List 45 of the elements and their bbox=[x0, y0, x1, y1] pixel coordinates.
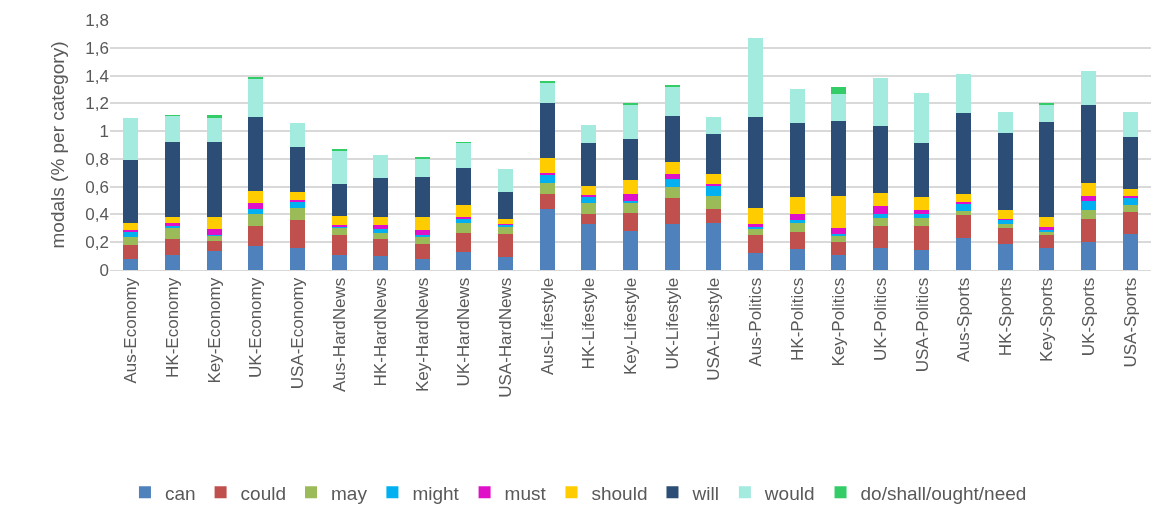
x-tick-label: HK-Economy bbox=[162, 277, 182, 378]
y-tick-label: 1,2 bbox=[85, 94, 109, 114]
y-tick-label: 0,6 bbox=[85, 177, 109, 197]
x-tick-label: HK-Lifestyle bbox=[579, 277, 599, 370]
y-tick-label: 0,4 bbox=[85, 205, 109, 225]
legend-label: can bbox=[164, 482, 196, 504]
y-tick-label: 1 bbox=[99, 122, 109, 142]
y-tick-label: 0 bbox=[99, 260, 109, 280]
x-tick-label: HK-HardNews bbox=[371, 277, 391, 387]
x-tick-label: UK-Lifestyle bbox=[662, 277, 682, 370]
x-tick-label: Key-Politics bbox=[829, 277, 849, 367]
legend-label: might bbox=[412, 482, 460, 504]
legend-label: would bbox=[763, 482, 815, 504]
legend-label: do/shall/ought/need bbox=[860, 482, 1027, 504]
x-tick-label: USA-Politics bbox=[912, 277, 932, 373]
y-axis-title: modals (% per category) bbox=[47, 41, 69, 249]
legend-label: may bbox=[331, 482, 368, 504]
x-tick-label: UK-Economy bbox=[246, 277, 266, 378]
x-tick-label: Key-Lifestyle bbox=[621, 277, 641, 376]
x-tick-label: Key-HardNews bbox=[412, 277, 432, 393]
x-tick-label: USA-HardNews bbox=[496, 277, 516, 398]
y-tick-label: 1,4 bbox=[85, 66, 109, 86]
x-tick-label: USA-Sports bbox=[1120, 277, 1140, 368]
x-tick-label: Aus-Lifestyle bbox=[537, 277, 557, 376]
x-tick-label: Aus-Politics bbox=[745, 277, 765, 367]
x-tick-label: Aus-Economy bbox=[121, 277, 141, 384]
y-tick-label: 0,2 bbox=[85, 233, 109, 253]
y-tick-label: 1,8 bbox=[85, 10, 109, 30]
x-tick-label: USA-Economy bbox=[287, 277, 307, 390]
legend-label: should bbox=[591, 482, 648, 504]
y-tick-label: 0,8 bbox=[85, 149, 109, 169]
x-tick-label: Aus-HardNews bbox=[329, 277, 349, 393]
x-tick-label: Key-Economy bbox=[204, 277, 224, 384]
legend-label: will bbox=[691, 482, 719, 504]
x-tick-label: Key-Sports bbox=[1037, 277, 1057, 362]
y-tick-label: 1,6 bbox=[85, 38, 109, 58]
x-tick-label: HK-Politics bbox=[787, 277, 807, 361]
x-tick-label: UK-Politics bbox=[870, 277, 890, 361]
x-tick-label: UK-HardNews bbox=[454, 277, 474, 387]
legend-label: must bbox=[504, 482, 547, 504]
x-tick-label: Aus-Sports bbox=[954, 277, 974, 362]
legend-label: could bbox=[240, 482, 287, 504]
x-tick-label: UK-Sports bbox=[1079, 277, 1099, 357]
x-tick-label: HK-Sports bbox=[995, 277, 1015, 357]
x-tick-label: USA-Lifestyle bbox=[704, 277, 724, 381]
